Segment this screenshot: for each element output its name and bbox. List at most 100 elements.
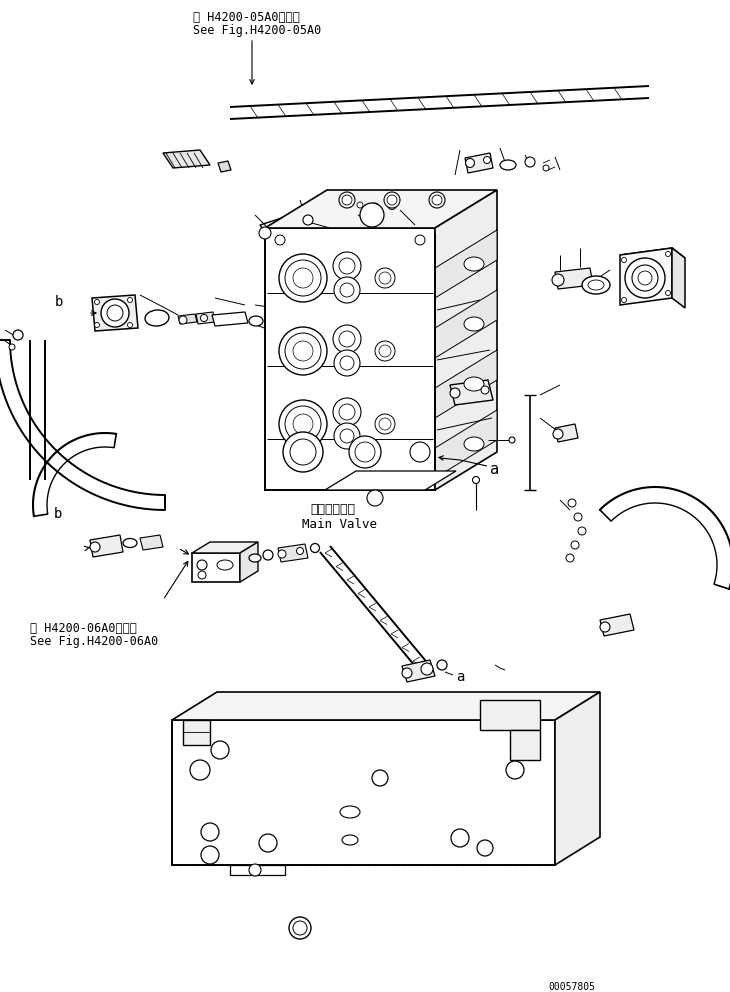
Text: a: a xyxy=(490,462,499,477)
Circle shape xyxy=(303,215,313,225)
Circle shape xyxy=(283,432,323,472)
Circle shape xyxy=(94,300,99,305)
Circle shape xyxy=(107,305,123,321)
Ellipse shape xyxy=(464,437,484,451)
Polygon shape xyxy=(435,290,497,358)
Circle shape xyxy=(201,823,219,841)
Circle shape xyxy=(278,550,286,558)
Polygon shape xyxy=(196,312,215,324)
Circle shape xyxy=(379,272,391,284)
Circle shape xyxy=(421,663,433,675)
Circle shape xyxy=(450,388,460,398)
Circle shape xyxy=(339,192,355,208)
Polygon shape xyxy=(192,553,240,582)
Circle shape xyxy=(415,235,425,245)
Polygon shape xyxy=(230,865,285,875)
Polygon shape xyxy=(555,424,578,442)
Polygon shape xyxy=(278,544,308,562)
Text: See Fig.H4200-05A0: See Fig.H4200-05A0 xyxy=(193,24,321,37)
Circle shape xyxy=(466,159,474,168)
Circle shape xyxy=(289,917,311,939)
Circle shape xyxy=(483,157,491,164)
Polygon shape xyxy=(435,190,497,490)
Circle shape xyxy=(525,157,535,167)
Polygon shape xyxy=(172,720,555,865)
Circle shape xyxy=(9,344,15,350)
Polygon shape xyxy=(370,197,398,216)
Polygon shape xyxy=(240,542,258,582)
Polygon shape xyxy=(555,268,593,289)
Circle shape xyxy=(293,414,313,434)
Polygon shape xyxy=(265,228,435,490)
Circle shape xyxy=(632,265,658,291)
Circle shape xyxy=(638,271,652,285)
Polygon shape xyxy=(465,153,493,173)
Ellipse shape xyxy=(249,554,261,562)
Ellipse shape xyxy=(123,539,137,548)
Circle shape xyxy=(600,622,610,632)
Text: b: b xyxy=(55,295,64,309)
Circle shape xyxy=(574,513,582,521)
Circle shape xyxy=(625,258,665,298)
Circle shape xyxy=(198,571,206,579)
Circle shape xyxy=(429,192,445,208)
Polygon shape xyxy=(260,212,310,241)
Polygon shape xyxy=(325,471,456,490)
Circle shape xyxy=(310,544,320,553)
Ellipse shape xyxy=(249,316,263,326)
Circle shape xyxy=(339,404,355,420)
Circle shape xyxy=(13,330,23,340)
Circle shape xyxy=(279,327,327,375)
Polygon shape xyxy=(265,190,497,228)
Circle shape xyxy=(279,400,327,448)
Circle shape xyxy=(201,314,207,321)
Ellipse shape xyxy=(588,280,604,290)
Circle shape xyxy=(293,921,307,935)
Circle shape xyxy=(263,550,273,560)
Polygon shape xyxy=(218,161,231,172)
Ellipse shape xyxy=(582,276,610,294)
Text: See Fig.H4200-06A0: See Fig.H4200-06A0 xyxy=(30,635,158,648)
Circle shape xyxy=(296,548,304,555)
Circle shape xyxy=(190,760,210,780)
Polygon shape xyxy=(212,312,248,326)
Circle shape xyxy=(410,442,430,462)
Circle shape xyxy=(339,331,355,347)
Circle shape xyxy=(477,840,493,856)
Ellipse shape xyxy=(340,806,360,818)
Ellipse shape xyxy=(145,310,169,326)
Circle shape xyxy=(349,436,381,468)
Circle shape xyxy=(293,268,313,288)
Circle shape xyxy=(367,490,383,506)
Text: Main Valve: Main Valve xyxy=(302,518,377,531)
Circle shape xyxy=(375,341,395,361)
Text: 第 H4200-05A0図参照: 第 H4200-05A0図参照 xyxy=(193,11,300,24)
Circle shape xyxy=(379,345,391,357)
Circle shape xyxy=(472,476,480,483)
Polygon shape xyxy=(435,410,497,478)
Circle shape xyxy=(290,439,316,465)
Polygon shape xyxy=(402,660,435,682)
Circle shape xyxy=(566,554,574,562)
Ellipse shape xyxy=(464,257,484,271)
Circle shape xyxy=(340,356,354,370)
Text: 第 H4200-06A0図参照: 第 H4200-06A0図参照 xyxy=(30,622,137,635)
Circle shape xyxy=(259,834,277,852)
Circle shape xyxy=(90,542,100,552)
Circle shape xyxy=(506,761,524,779)
Circle shape xyxy=(101,299,129,327)
Circle shape xyxy=(481,386,489,394)
Circle shape xyxy=(333,398,361,426)
Circle shape xyxy=(340,429,354,443)
Ellipse shape xyxy=(342,835,358,845)
Polygon shape xyxy=(672,248,685,308)
Polygon shape xyxy=(140,535,163,550)
Circle shape xyxy=(355,442,375,462)
Circle shape xyxy=(293,341,313,361)
Circle shape xyxy=(621,298,626,303)
Circle shape xyxy=(279,254,327,302)
Circle shape xyxy=(179,316,187,324)
Ellipse shape xyxy=(464,317,484,331)
Circle shape xyxy=(334,277,360,303)
Circle shape xyxy=(509,437,515,443)
